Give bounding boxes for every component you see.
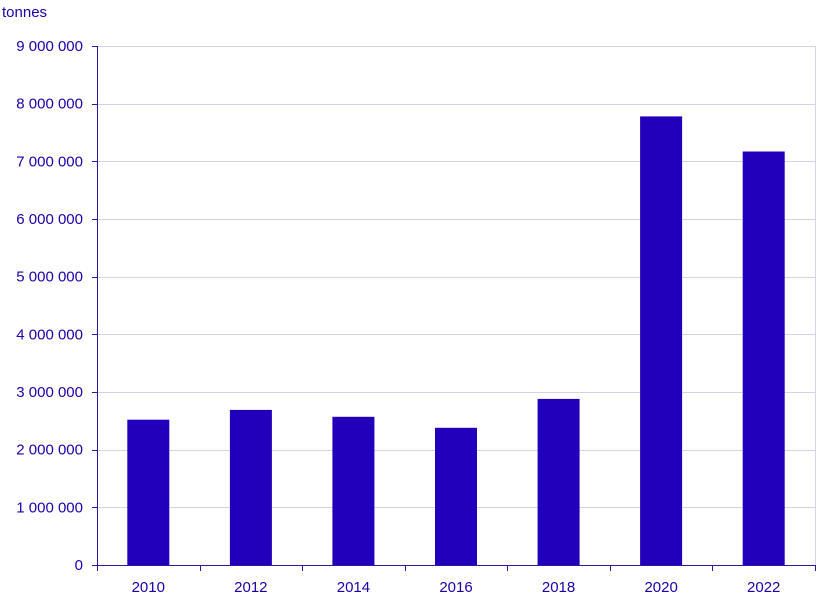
y-tick-label: 0 xyxy=(75,557,83,574)
x-tick-label: 2010 xyxy=(132,579,165,596)
y-axis-unit-label: tonnes xyxy=(2,4,47,21)
y-tick-label: 4 000 000 xyxy=(16,326,83,343)
bar-2010 xyxy=(127,419,170,565)
y-tick-labels: 0 1 000 000 2 000 000 3 000 000 4 000 000 5 0… xyxy=(16,38,83,574)
x-tick-label: 2018 xyxy=(542,579,575,596)
x-tick-label: 2022 xyxy=(747,579,780,596)
y-tick-label: 2 000 000 xyxy=(16,442,83,459)
x-tick-label: 2016 xyxy=(439,579,472,596)
x-tick-label: 2014 xyxy=(337,579,370,596)
bars xyxy=(127,116,785,566)
bar-2012 xyxy=(229,409,272,565)
y-tick-label: 3 000 000 xyxy=(16,384,83,401)
y-tick-label: 9 000 000 xyxy=(16,38,83,55)
bar-2022 xyxy=(742,151,785,565)
bar-2020 xyxy=(640,116,683,566)
y-tick-label: 8 000 000 xyxy=(16,96,83,113)
axes xyxy=(92,46,816,571)
y-tick-label: 6 000 000 xyxy=(16,211,83,228)
bar-2014 xyxy=(332,416,375,565)
x-tick-label: 2020 xyxy=(644,579,677,596)
gridlines xyxy=(97,46,816,565)
bar-2018 xyxy=(537,398,580,565)
bar-2016 xyxy=(435,427,477,565)
x-tick-labels: 2010 2012 2014 2016 2018 2020 2022 xyxy=(132,579,781,596)
x-tick-label: 2012 xyxy=(234,579,267,596)
y-tick-label: 1 000 000 xyxy=(16,499,83,516)
y-tick-label: 7 000 000 xyxy=(16,153,83,170)
y-tick-label: 5 000 000 xyxy=(16,269,83,286)
